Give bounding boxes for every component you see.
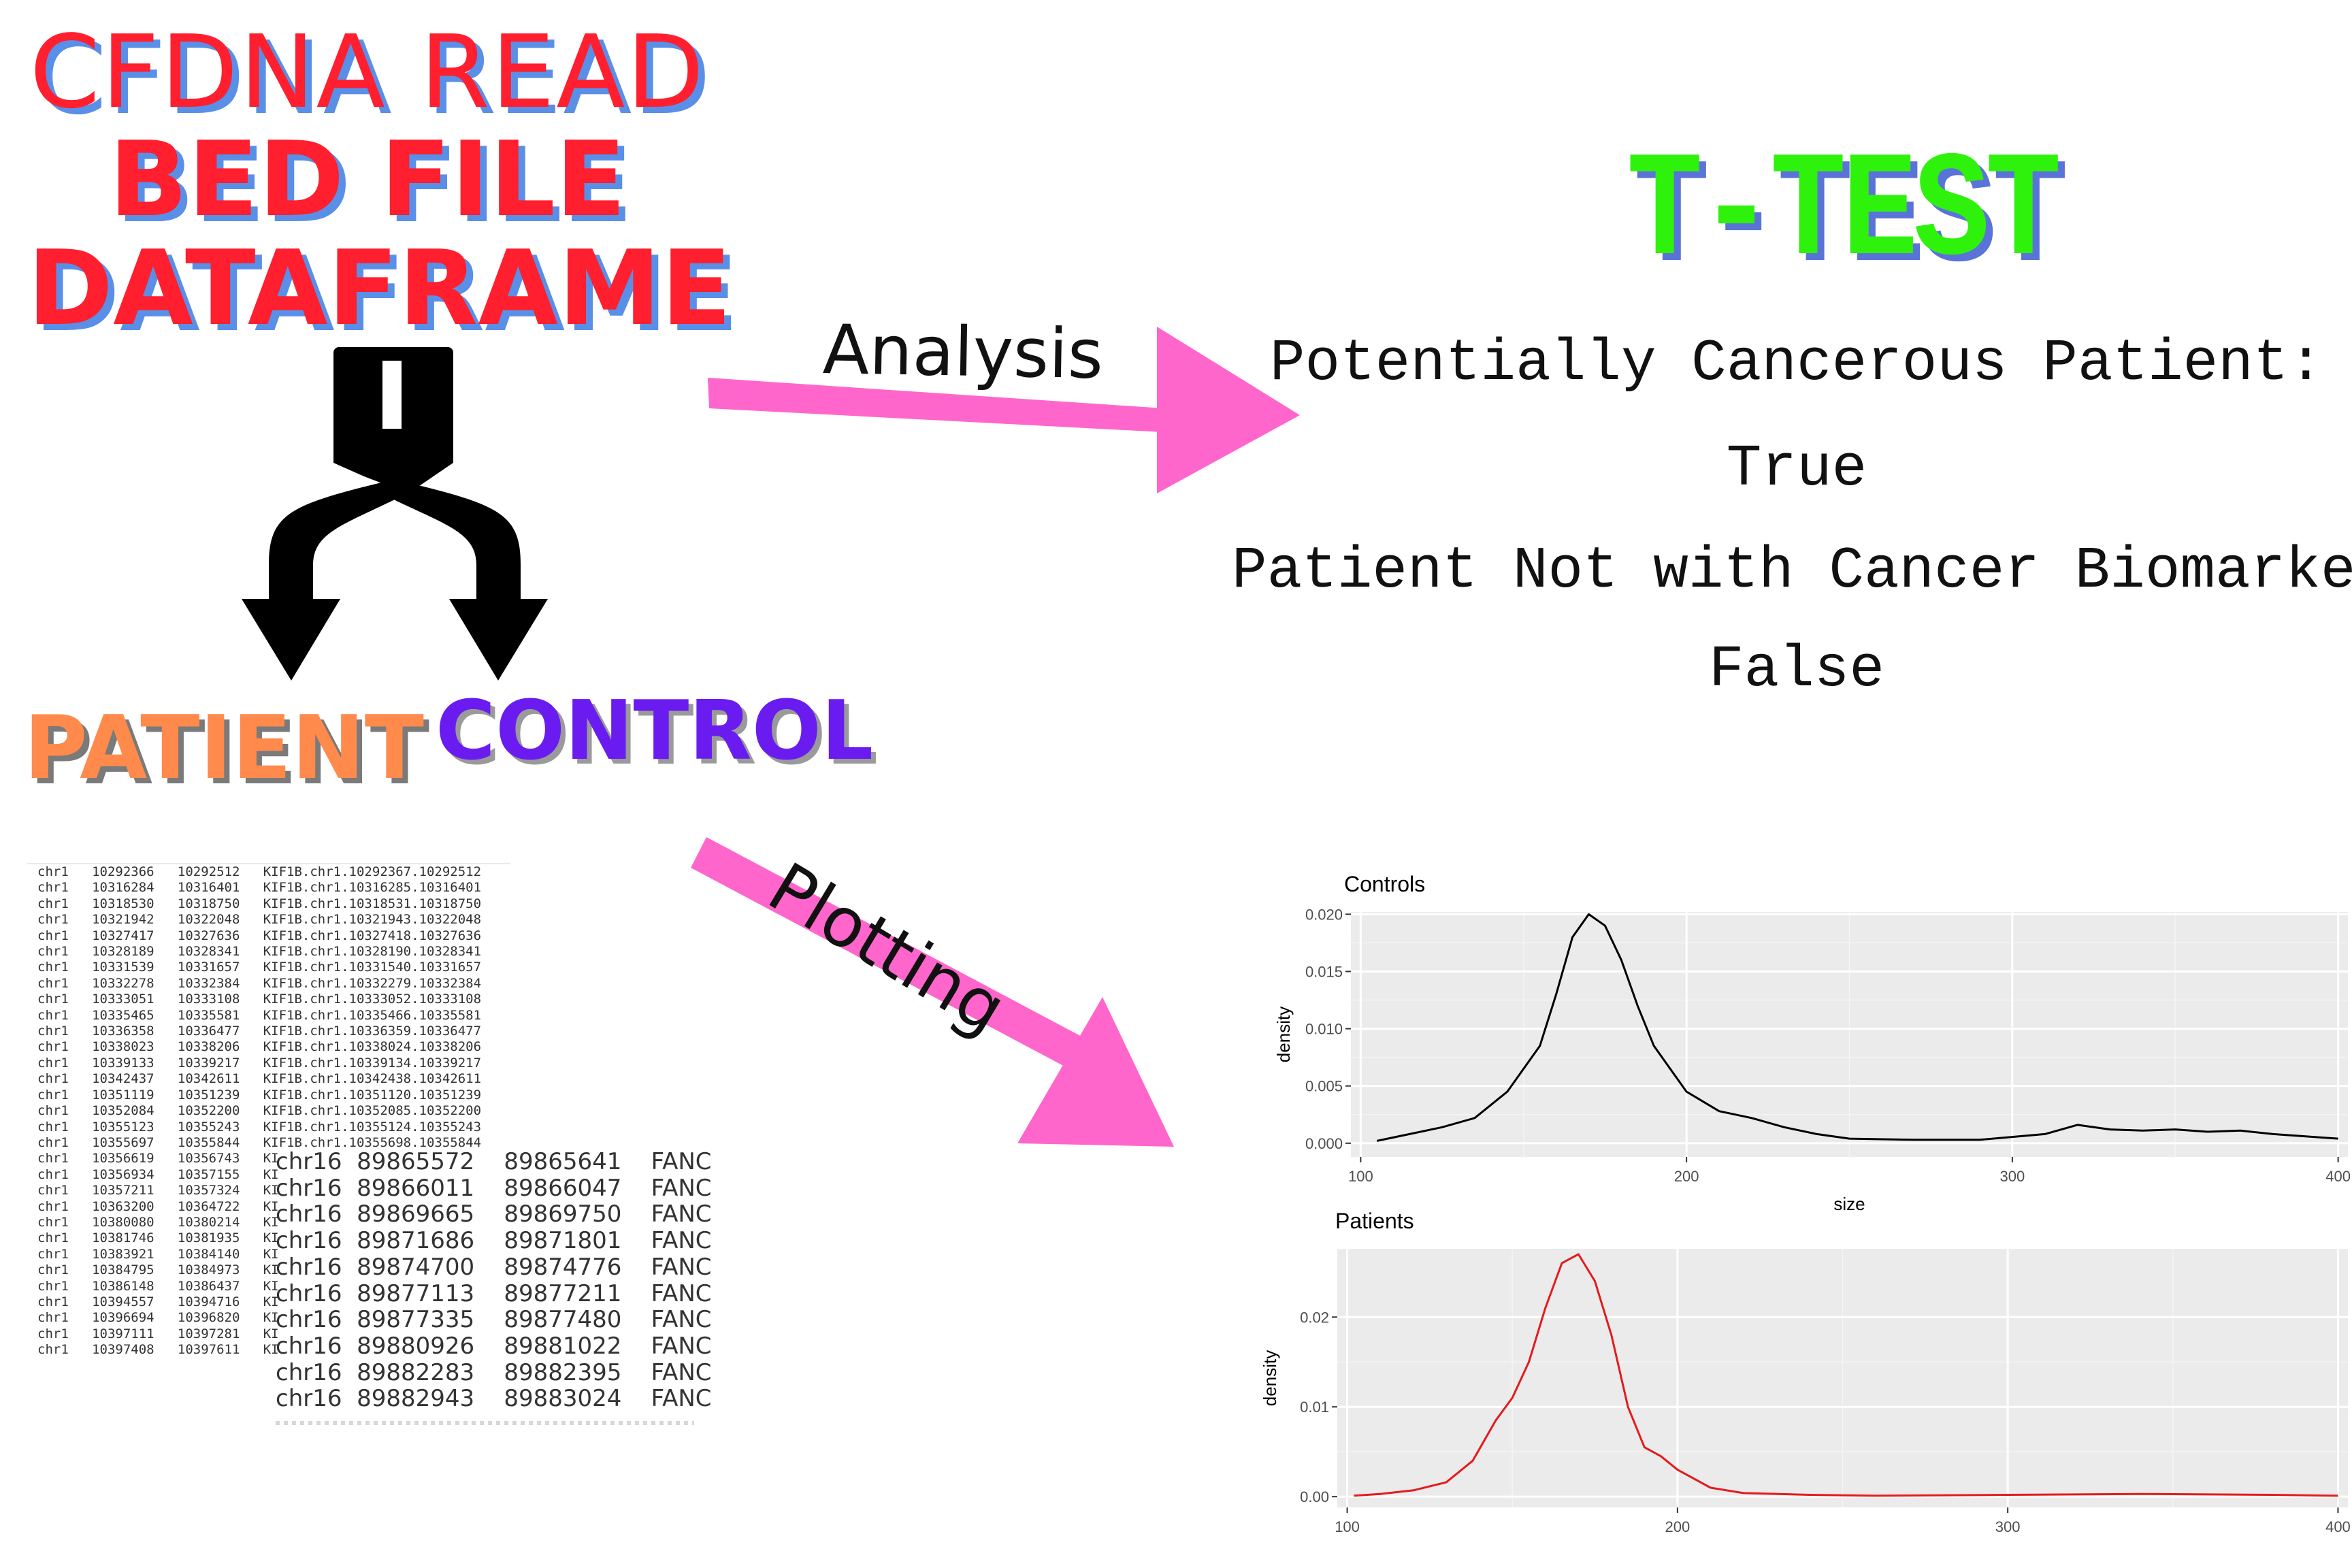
x-tick-label: 300: [1995, 1518, 2021, 1535]
density-plots: 100 200 300 400 0.000 0.005 0.010 0.015 0.020Con…: [1260, 872, 2351, 1535]
y-tick-label: 0.00: [1300, 1488, 1329, 1505]
patient-label: PATIENT: [24, 698, 424, 799]
bed-row: chr1 10386148 10386437 KI: [37, 1278, 279, 1294]
bed-row: chr1 10397408 10397611 KI: [37, 1342, 279, 1358]
y-tick-label: 0.010: [1305, 1021, 1343, 1038]
bed-divider: [27, 863, 510, 864]
x-tick-label: 400: [2325, 1168, 2351, 1185]
bed-row: chr1 10363200 10364722 KI: [37, 1198, 279, 1214]
bed-row: chr16 89871686 89871801 FANC: [276, 1227, 712, 1255]
bed-row: chr16 89882943 89883024 FANC: [276, 1385, 712, 1413]
bed-table-small: chr1 10292366 10292512 KIF1B.chr1.102923…: [37, 864, 481, 1358]
x-axis-label: size: [1833, 1194, 1865, 1214]
bed-row: chr1 10352084 10352200 KIF1B.chr1.103520…: [37, 1103, 482, 1119]
bed-cutoff: [276, 1421, 694, 1425]
bed-row: chr1 10335465 10335581 KIF1B.chr1.103354…: [37, 1007, 482, 1023]
x-tick-label: 300: [2000, 1168, 2025, 1185]
title-bed-file: BED FILE: [109, 119, 626, 240]
result-biomarker-label: Patient Not with Cancer Biomarker:: [1232, 538, 2352, 604]
plotting-arrow: [691, 837, 1174, 1147]
bed-row: chr1 10356934 10357155 KI: [37, 1166, 279, 1182]
x-tick-label: 200: [1674, 1168, 1699, 1185]
bed-table-large: chr16 89865572 89865641 FANC chr16 898660…: [276, 1149, 712, 1412]
bed-row: chr16 89877113 89877211 FANC: [276, 1279, 712, 1307]
bed-row: chr16 89865572 89865641 FANC: [276, 1148, 712, 1175]
x-tick-label: 200: [1665, 1518, 1690, 1535]
bed-row: chr1 10342437 10342611 KIF1B.chr1.103424…: [37, 1071, 482, 1087]
bed-row: chr1 10327417 10327636 KIF1B.chr1.103274…: [37, 928, 482, 943]
bed-row: chr16 89877335 89877480 FANC: [276, 1306, 712, 1334]
y-tick-label: 0.005: [1305, 1078, 1343, 1095]
control-label: CONTROL: [436, 684, 874, 779]
title-dataframe: DATAFRAME: [27, 228, 732, 348]
bed-row: chr1 10380080 10380214 KI: [37, 1214, 279, 1230]
bed-row: chr1 10397111 10397281 KI: [37, 1326, 279, 1341]
bed-row: chr1 10394557 10394716 KI: [37, 1294, 279, 1309]
title-cfdna-read: CFDNA READ: [29, 14, 706, 131]
y-tick-label: 0.020: [1305, 906, 1343, 923]
plot-title: Controls: [1344, 872, 1425, 896]
split-arrow-icon: [242, 347, 548, 681]
bed-row: chr1 10292366 10292512 KIF1B.chr1.102923…: [37, 864, 482, 879]
bed-row: chr1 10381746 10381935 KI: [37, 1230, 279, 1246]
x-tick-label: 100: [1348, 1168, 1373, 1185]
x-tick-label: 100: [1335, 1518, 1360, 1535]
bed-row: chr1 10318530 10318750 KIF1B.chr1.103185…: [37, 896, 482, 911]
bed-row: chr16 89874700 89874776 FANC: [276, 1253, 712, 1281]
bed-row: chr1 10384795 10384973 KI: [37, 1262, 279, 1278]
bed-row: chr1 10332278 10332384 KIF1B.chr1.103322…: [37, 975, 482, 991]
bed-row: chr1 10328189 10328341 KIF1B.chr1.103281…: [37, 944, 482, 960]
bed-row: chr1 10355697 10355844 KIF1B.chr1.103556…: [37, 1134, 482, 1150]
y-tick-label: 0.000: [1305, 1135, 1343, 1152]
analysis-label: Analysis: [821, 310, 1104, 395]
bed-row: chr16 89882283 89882395 FANC: [276, 1358, 712, 1386]
bed-row: chr1 10333051 10333108 KIF1B.chr1.103330…: [37, 992, 482, 1007]
bed-row: chr1 10321942 10322048 KIF1B.chr1.103219…: [37, 912, 482, 928]
bed-row: chr1 10396694 10396820 KI: [37, 1310, 279, 1326]
bed-row: chr16 89880926 89881022 FANC: [276, 1332, 712, 1360]
bed-row: chr16 89866011 89866047 FANC: [276, 1174, 712, 1202]
bed-row: chr1 10357211 10357324 KI: [37, 1183, 279, 1198]
bed-row: chr1 10316284 10316401 KIF1B.chr1.103162…: [37, 880, 482, 896]
bed-row: chr1 10339133 10339217 KIF1B.chr1.103391…: [37, 1055, 482, 1071]
bed-row: chr1 10351119 10351239 KIF1B.chr1.103511…: [37, 1087, 482, 1102]
ttest-title: T-TEST: [1627, 129, 2061, 299]
plot-title: Patients: [1335, 1209, 1414, 1233]
bed-row: chr16 89869665 89869750 FANC: [276, 1200, 712, 1228]
y-axis-label: density: [1260, 1350, 1280, 1406]
bed-row: chr1 10383921 10384140 KI: [37, 1246, 279, 1262]
y-tick-label: 0.02: [1300, 1309, 1329, 1326]
x-tick-label: 400: [2325, 1518, 2351, 1535]
result-biomarker-value: False: [1708, 636, 1885, 703]
density-line: [1354, 1253, 2338, 1497]
bed-row: chr1 10355123 10355243 KIF1B.chr1.103551…: [37, 1119, 482, 1134]
bed-row: chr1 10336358 10336477 KIF1B.chr1.103363…: [37, 1024, 482, 1039]
bed-row: chr1 10356619 10356743 KI: [37, 1151, 279, 1166]
result-cancerous-label: Potentially Cancerous Patient:: [1269, 330, 2324, 397]
analysis-arrow: [708, 327, 1300, 493]
y-axis-label: density: [1273, 1007, 1294, 1062]
density-line: [1376, 913, 2338, 1142]
y-tick-label: 0.015: [1305, 963, 1343, 980]
bed-row: chr1 10331539 10331657 KIF1B.chr1.103315…: [37, 960, 482, 975]
y-tick-label: 0.01: [1300, 1399, 1329, 1416]
result-cancerous-value: True: [1726, 436, 1867, 502]
bed-row: chr1 10338023 10338206 KIF1B.chr1.103380…: [37, 1039, 482, 1055]
